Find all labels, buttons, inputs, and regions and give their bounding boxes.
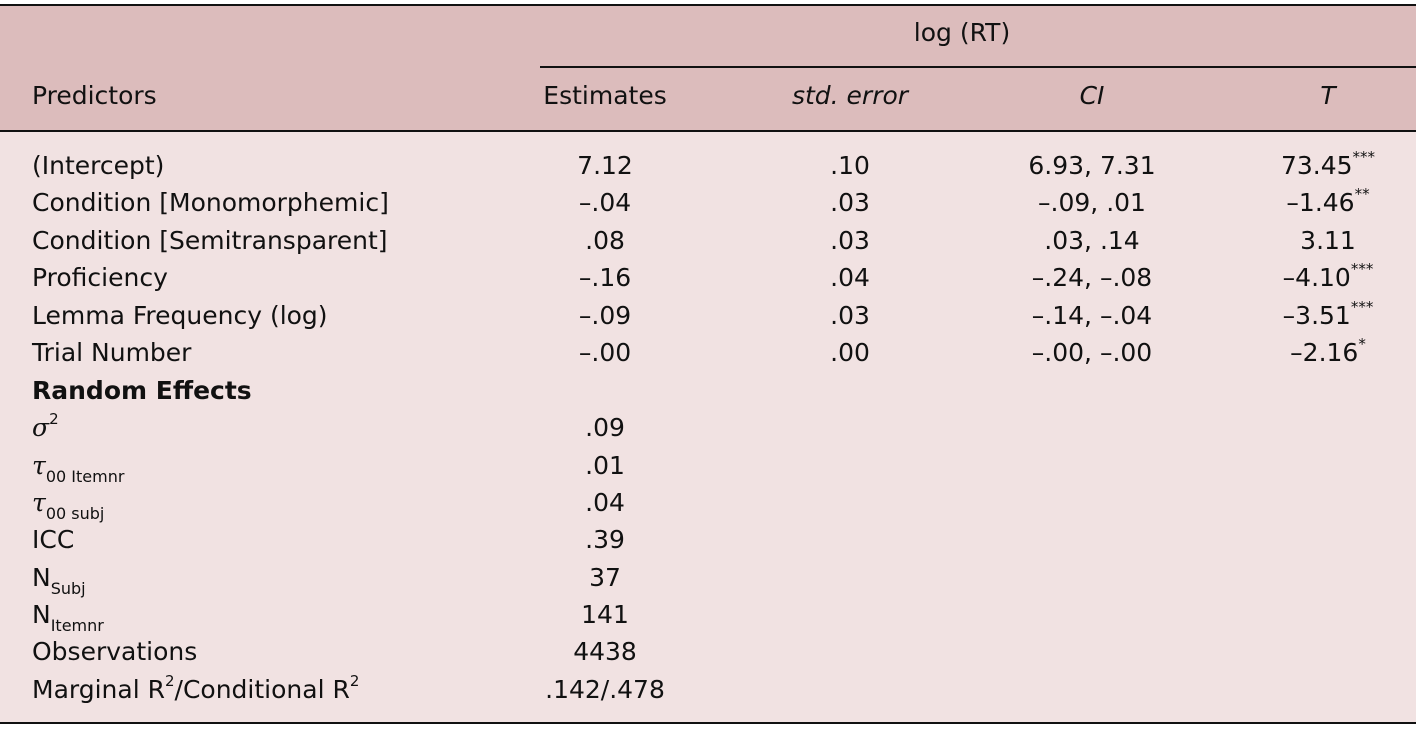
std-error-value: .03: [830, 226, 870, 255]
estimate-value: –.00: [578, 338, 632, 367]
marginal-r-superscript: 2: [164, 672, 175, 690]
significance-stars: ***: [1350, 260, 1374, 278]
random-effects-heading: Random Effects: [32, 376, 252, 405]
t-number: 3.11: [1300, 226, 1356, 255]
significance-stars: **: [1354, 185, 1370, 203]
icc-value: .39: [585, 525, 625, 554]
tau-symbol: τ: [32, 488, 46, 517]
predictor-label: Condition [Monomorphemic]: [32, 188, 389, 217]
ci-value: –.00, –.00: [1031, 338, 1153, 367]
t-number: 73.45: [1280, 151, 1353, 180]
tau-item-subscript: 00 Itemnr: [45, 467, 125, 486]
predictor-label: Lemma Frequency (log): [32, 301, 328, 330]
ci-value: .03, .14: [1044, 226, 1140, 255]
tau-subj-subscript: 00 subj: [45, 504, 105, 523]
ci-header: CI: [1079, 81, 1105, 110]
icc-label: ICC: [32, 525, 75, 554]
body-band: [0, 132, 1416, 722]
significance-stars: *: [1358, 335, 1366, 353]
significance-stars: ***: [1352, 148, 1376, 166]
n-subj-value: 37: [589, 563, 621, 592]
top-rule: [0, 4, 1416, 6]
bottom-rule: [0, 722, 1416, 724]
sigma2-value: .09: [585, 413, 625, 442]
std-error-header: std. error: [791, 81, 909, 110]
tau-subj-label: τ00 subj: [32, 488, 104, 522]
ci-value: –.24, –.08: [1031, 263, 1153, 292]
tau-subj-value: .04: [585, 488, 625, 517]
predictor-label: Proficiency: [32, 263, 168, 292]
tau-item-value: .01: [585, 451, 625, 480]
t-number: –2.16: [1290, 338, 1359, 367]
span-rule: [540, 66, 1416, 68]
header-band: [0, 6, 1416, 130]
sigma-superscript: 2: [49, 410, 59, 428]
estimate-value: .08: [585, 226, 625, 255]
std-error-value: .10: [830, 151, 870, 180]
std-error-value: .00: [830, 338, 870, 367]
t-number: –1.46: [1286, 188, 1355, 217]
t-number: –3.51: [1282, 301, 1351, 330]
n-letter: N: [32, 563, 51, 592]
n-item-subscript: Itemnr: [50, 616, 104, 635]
n-item-value: 141: [581, 600, 629, 629]
n-subj-subscript: Subj: [50, 579, 86, 598]
t-value: –2.16*: [1290, 335, 1366, 368]
estimate-value: –.09: [578, 301, 632, 330]
tau-item-label: τ00 Itemnr: [32, 451, 124, 485]
r2-label: Marginal R2/Conditional R2: [32, 672, 360, 705]
sigma2-label: σ2: [32, 410, 59, 443]
estimate-value: –.04: [578, 188, 632, 217]
n-item-label: NItemnr: [32, 600, 104, 634]
t-value: –1.46**: [1286, 185, 1370, 218]
header-rule: [0, 130, 1416, 132]
predictor-label: Condition [Semitransparent]: [32, 226, 388, 255]
ci-value: –.14, –.04: [1031, 301, 1153, 330]
t-value: 3.11: [1300, 226, 1356, 256]
dependent-variable-header: log (RT): [913, 18, 1011, 47]
n-subj-label: NSubj: [32, 563, 86, 597]
r2-value: .142/.478: [545, 675, 665, 704]
t-value: –3.51***: [1282, 298, 1374, 331]
estimate-value: 7.12: [577, 151, 633, 180]
n-letter: N: [32, 600, 51, 629]
significance-stars: ***: [1350, 298, 1374, 316]
std-error-value: .03: [830, 188, 870, 217]
estimates-header: Estimates: [543, 81, 667, 110]
observations-label: Observations: [32, 637, 198, 666]
sigma-symbol: σ: [32, 413, 50, 442]
conditional-r-superscript: 2: [349, 672, 360, 690]
conditional-r-label: /Conditional R: [174, 675, 350, 704]
t-number: –4.10: [1282, 263, 1351, 292]
observations-value: 4438: [573, 637, 637, 666]
t-header: T: [1320, 81, 1336, 110]
ci-value: 6.93, 7.31: [1028, 151, 1156, 180]
t-value: 73.45***: [1280, 148, 1376, 181]
t-value: –4.10***: [1282, 260, 1374, 293]
predictor-label: Trial Number: [32, 338, 192, 367]
ci-value: –.09, .01: [1038, 188, 1146, 217]
std-error-value: .04: [830, 263, 870, 292]
predictor-label: (Intercept): [32, 151, 165, 180]
estimate-value: –.16: [578, 263, 632, 292]
marginal-r-label: Marginal R: [32, 675, 165, 704]
std-error-value: .03: [830, 301, 870, 330]
predictors-header: Predictors: [32, 81, 157, 110]
tau-symbol: τ: [32, 451, 46, 480]
